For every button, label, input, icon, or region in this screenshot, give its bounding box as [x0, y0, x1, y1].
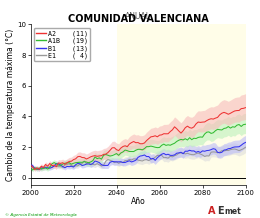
Text: E: E	[217, 206, 224, 216]
Text: ANUAL: ANUAL	[125, 12, 151, 21]
Text: met: met	[224, 207, 241, 216]
Y-axis label: Cambio de la temperatura máxima (°C): Cambio de la temperatura máxima (°C)	[5, 29, 15, 181]
Text: © Agencia Estatal de Meteorología: © Agencia Estatal de Meteorología	[5, 213, 77, 217]
Title: COMUNIDAD VALENCIANA: COMUNIDAD VALENCIANA	[68, 14, 208, 24]
Text: A: A	[208, 206, 216, 216]
Legend: A2    (11), A1B   (19), B1    (13), E1    ( 4): A2 (11), A1B (19), B1 (13), E1 ( 4)	[34, 28, 90, 61]
Bar	[116, 24, 248, 185]
X-axis label: Año: Año	[131, 197, 145, 206]
